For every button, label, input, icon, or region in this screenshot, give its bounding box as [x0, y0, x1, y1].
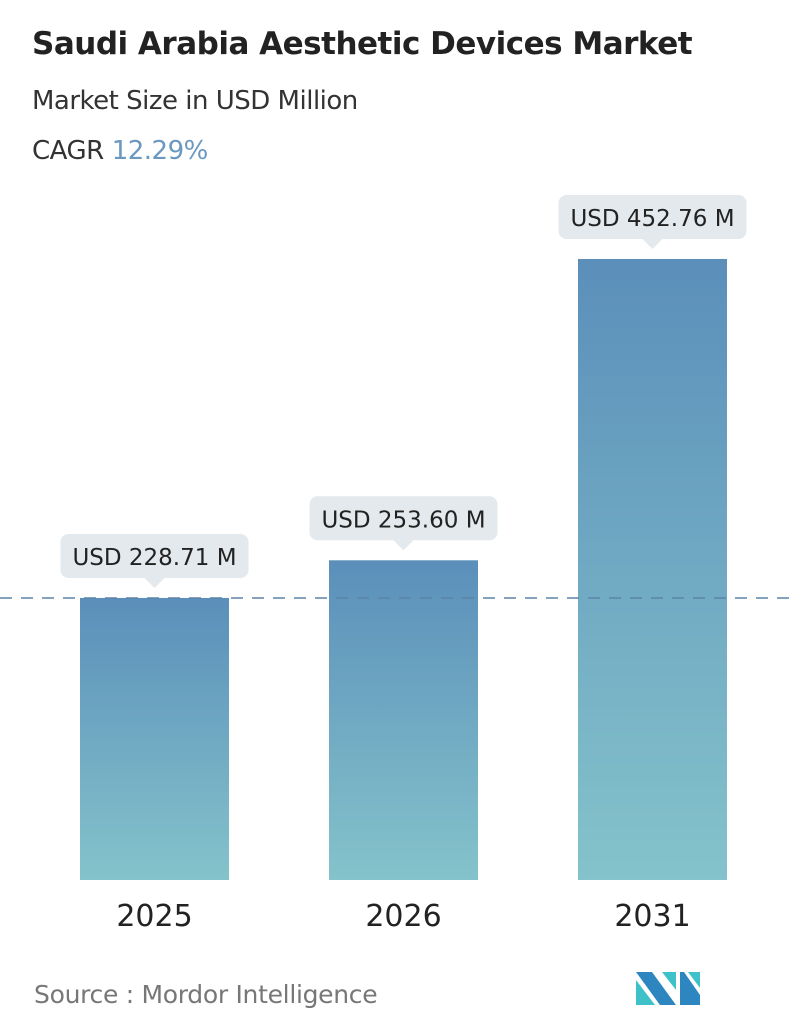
bar-2026 — [329, 560, 478, 880]
chart-title: Saudi Arabia Aesthetic Devices Market — [32, 26, 693, 62]
data-label: USD 253.60 M — [321, 507, 485, 533]
data-label-bg — [558, 194, 747, 239]
data-label-bg — [60, 533, 249, 578]
x-tick-label: 2026 — [365, 899, 441, 934]
bar-2031 — [578, 258, 727, 880]
data-label-pointer — [393, 540, 414, 551]
source-text: Source : Mordor Intelligence — [34, 980, 378, 1009]
cagr-value: 12.29% — [111, 136, 209, 166]
x-tick-label: 2025 — [116, 899, 192, 934]
bar-chart: USD 228.71 M 2025 USD 253.60 M 2026 USD 452.… — [0, 194, 796, 934]
data-label-pointer — [144, 577, 165, 588]
cagr: CAGR 12.29% — [32, 136, 208, 166]
x-tick-label: 2031 — [614, 899, 690, 934]
cagr-label: CAGR — [32, 136, 104, 166]
data-label-bg — [309, 496, 498, 541]
bar-2025 — [80, 597, 229, 880]
logo-icon — [636, 972, 700, 1005]
data-label-pointer — [642, 238, 663, 249]
data-label: USD 228.71 M — [72, 545, 236, 571]
chart-subtitle: Market Size in USD Million — [32, 86, 358, 116]
data-label: USD 452.76 M — [570, 206, 734, 232]
